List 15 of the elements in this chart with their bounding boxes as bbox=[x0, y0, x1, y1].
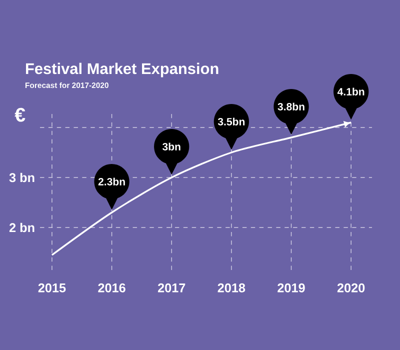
x-tick-label: 2016 bbox=[98, 283, 126, 292]
y-tick-label: 2 bn bbox=[9, 222, 34, 232]
y-axis-title: € bbox=[14, 108, 26, 122]
chart-title: Festival Market Expansion bbox=[26, 62, 218, 78]
x-tick-label: 2020 bbox=[337, 283, 365, 292]
data-label: 4.1bn bbox=[337, 88, 364, 96]
x-tick-label: 2015 bbox=[38, 283, 66, 292]
data-label: 3.8bn bbox=[278, 102, 304, 110]
data-label: 2.3bn bbox=[98, 178, 125, 186]
y-tick-label: 3 bn bbox=[9, 172, 34, 182]
x-tick-label: 2018 bbox=[218, 283, 246, 292]
data-label: 3.5bn bbox=[218, 118, 245, 126]
data-label: 3bn bbox=[162, 142, 180, 150]
x-tick-label: 2017 bbox=[158, 283, 186, 292]
x-tick-label: 2019 bbox=[278, 283, 305, 292]
